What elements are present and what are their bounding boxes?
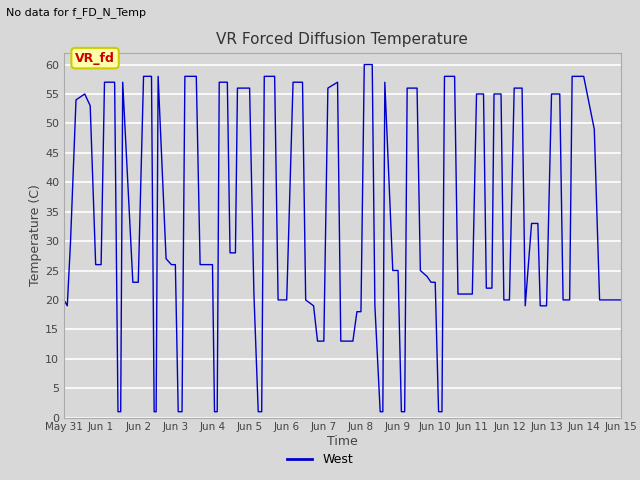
Text: VR_fd: VR_fd [75, 52, 115, 65]
Legend: West: West [282, 448, 358, 471]
Y-axis label: Temperature (C): Temperature (C) [29, 184, 42, 286]
Title: VR Forced Diffusion Temperature: VR Forced Diffusion Temperature [216, 33, 468, 48]
Text: No data for f_FD_N_Temp: No data for f_FD_N_Temp [6, 7, 147, 18]
X-axis label: Time: Time [327, 435, 358, 448]
